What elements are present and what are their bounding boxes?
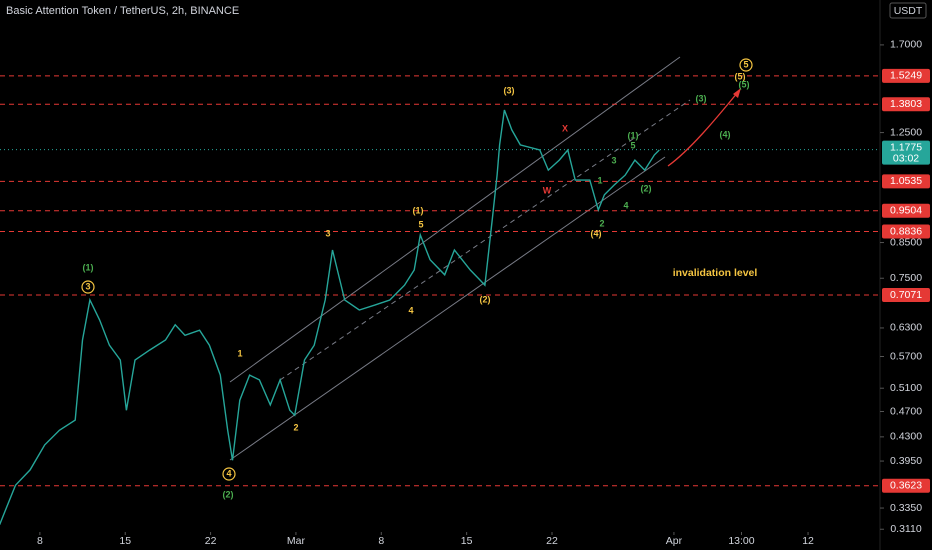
countdown: 03:02 [893,152,919,164]
annotation: 5 [630,140,635,150]
x-tick-label: 13:00 [728,535,754,547]
annotation-circle [81,280,95,294]
arrow-head [733,88,741,98]
annotation: (5) [739,79,750,89]
annotation: 3 [85,281,90,291]
y-tick-label: 0.6300 [890,322,922,334]
level-box [882,288,930,303]
level-label: 1.3803 [890,98,922,110]
level-box [882,478,930,493]
x-tick-label: 15 [461,535,473,547]
channel-mid [279,99,691,381]
level-label: 0.7071 [890,289,922,301]
annotation: (1) [628,130,639,140]
x-tick-label: 22 [546,535,558,547]
x-tick-label: 22 [205,535,217,547]
annotation: 1 [597,175,602,185]
level-box [882,203,930,218]
channel-upper [229,56,681,383]
annotation: invalidation level [673,267,758,279]
annotation: 4 [226,468,231,478]
y-tick-label: 0.4300 [890,431,922,443]
annotation: (4) [720,129,731,139]
x-tick-label: 15 [119,535,131,547]
y-tick-label: 1.7000 [890,39,922,51]
level-label: 1.5249 [890,70,922,82]
y-tick-label: 0.7500 [890,272,922,284]
annotation: (1) [413,205,424,215]
annotation: 4 [623,200,628,210]
currency-box[interactable] [889,2,927,19]
annotation: (2) [641,183,652,193]
y-tick-label: 0.3950 [890,455,922,467]
annotation: (5) [735,71,746,81]
projection-arrow [667,91,739,167]
annotation: (2) [480,294,491,304]
last-price: 1.1775 [890,141,922,153]
y-tick-label: 0.5700 [890,350,922,362]
level-box [882,224,930,239]
annotation: W [543,185,552,195]
level-box [882,97,930,112]
y-tick-label: 0.3350 [890,502,922,514]
annotation: 2 [293,422,298,432]
annotation: 3 [325,228,330,238]
last-price-box [882,140,930,165]
x-tick-label: 8 [378,535,384,547]
annotation: 1 [237,348,242,358]
level-label: 0.3623 [890,479,922,491]
x-tick-label: 12 [802,535,814,547]
y-tick-label: 0.5100 [890,382,922,394]
channel [229,56,691,461]
level-box [882,174,930,189]
annotation-circle [739,58,753,72]
annotation: 5 [743,59,748,69]
level-label: 1.0535 [890,175,922,187]
y-tick-label: 0.3110 [890,523,921,535]
y-tick-label: 0.8500 [890,236,922,248]
annotation: (2) [223,489,234,499]
level-box [882,68,930,83]
level-label: 0.8836 [890,225,922,237]
annotation: (3) [504,85,515,95]
annotation: 3 [611,155,616,165]
channel-lower [229,156,666,461]
level-label: 0.9504 [890,204,922,216]
annotation: 2 [599,218,604,228]
price-line [0,109,660,525]
annotation: (4) [591,228,602,238]
annotation: (1) [83,262,94,272]
annotation: (3) [696,93,707,103]
y-tick-label: 0.4700 [890,405,922,417]
currency[interactable]: USDT [894,5,923,17]
y-tick-label: 1.2500 [890,126,922,138]
x-tick-label: 8 [37,535,43,547]
annotation: X [562,123,568,133]
x-tick-label: Mar [287,535,306,547]
annotation: 5 [418,219,423,229]
x-tick-label: Apr [666,535,683,547]
annotation: 4 [408,305,413,315]
chart-title: Basic Attention Token / TetherUS, 2h, BI… [6,5,239,17]
annotation-circle [222,467,236,481]
